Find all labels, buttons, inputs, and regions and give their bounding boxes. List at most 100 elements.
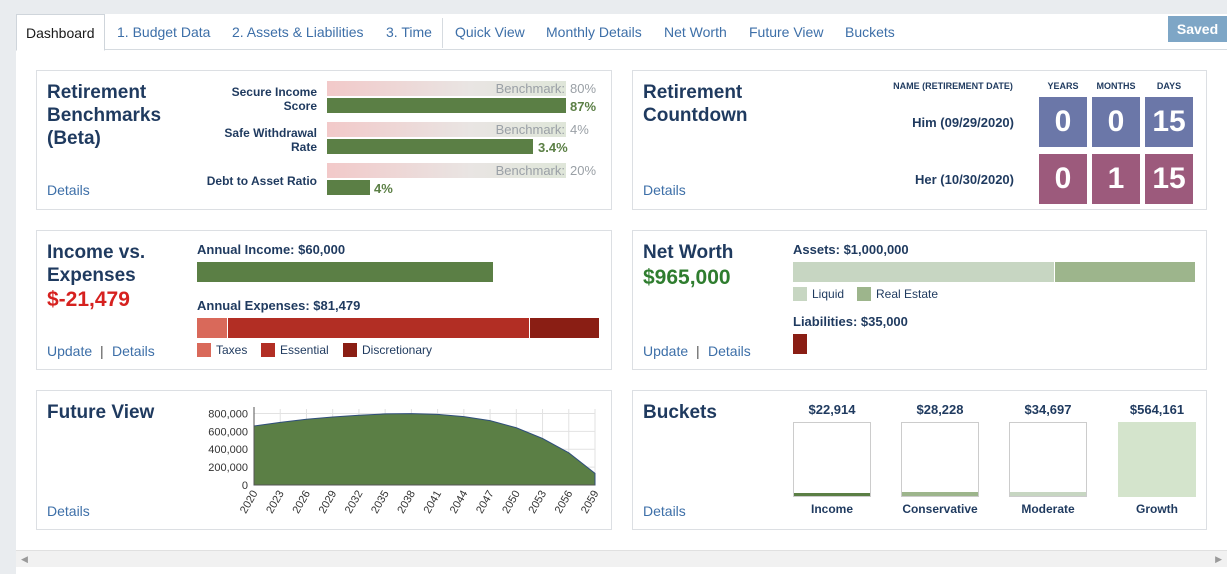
income-bucket[interactable]: [793, 422, 871, 497]
benchmark-label: Benchmark:: [495, 163, 565, 178]
benchmarks-title-line: (Beta): [47, 128, 101, 149]
liquid-legend: Liquid: [812, 287, 845, 301]
x-tick-label: 2029: [317, 489, 340, 516]
future-view-details-link[interactable]: Details: [47, 503, 90, 519]
tab-buckets[interactable]: Buckets: [845, 24, 895, 40]
growth-bucket-amount: $564,161: [1129, 402, 1185, 417]
bucket-fill: [794, 493, 870, 496]
income-bucket-label: Income: [810, 502, 853, 516]
income-update-link[interactable]: Update: [47, 343, 93, 359]
benchmarks-details-link[interactable]: Details: [47, 182, 90, 198]
benchmarks-card: Retirement Benchmarks (Beta) Details Sec…: [36, 70, 612, 210]
benchmark-value: 80%: [570, 81, 597, 96]
income-title-line: Expenses: [47, 265, 136, 286]
tab-net-worth[interactable]: Net Worth: [664, 24, 727, 40]
conservative-bucket[interactable]: [901, 422, 979, 497]
net-worth-value: $965,000: [643, 266, 731, 289]
series-area: [253, 413, 596, 486]
link-separator: |: [696, 343, 700, 359]
tab-dashboard[interactable]: Dashboard: [16, 14, 105, 51]
countdown-years-header: YEARS: [1047, 81, 1079, 91]
net-worth-card: Net Worth $965,000 Update | Details Asse…: [632, 230, 1207, 370]
future-view-title: Future View: [47, 402, 155, 423]
tab-time[interactable]: 3. Time: [386, 24, 432, 40]
tab-monthly-details[interactable]: Monthly Details: [546, 24, 642, 40]
debt-to-asset-label: Debt to Asset Ratio: [187, 174, 317, 188]
buckets-details-link[interactable]: Details: [643, 503, 686, 519]
scroll-right-icon[interactable]: ▶: [1215, 554, 1222, 564]
income-expenses-title: Income vs. Expenses: [47, 241, 145, 287]
conservative-bucket-label: Conservative: [902, 502, 978, 516]
annual-income-label: Annual Income: $60,000: [197, 242, 346, 257]
countdown-her-name: Her (10/30/2020): [914, 172, 1014, 187]
safe-withdrawal-label: Safe Withdrawal Rate: [187, 126, 317, 154]
safe-withdrawal-benchmark-bar: [327, 122, 566, 137]
label-line: Score: [283, 99, 317, 113]
asset-segment-liquid: [793, 262, 1055, 282]
safe-withdrawal-value: 3.4%: [538, 140, 568, 155]
expense-segment-essential: [227, 318, 529, 338]
saved-button[interactable]: Saved: [1168, 16, 1227, 42]
tab-quick-view[interactable]: Quick View: [455, 24, 525, 40]
debt-to-asset-value: 4%: [374, 181, 393, 196]
label-line: Safe Withdrawal: [224, 126, 317, 140]
her-years-box: 0: [1039, 154, 1087, 204]
buckets-title: Buckets: [643, 402, 717, 423]
x-tick-label: 2035: [369, 489, 392, 516]
essential-swatch: [261, 343, 275, 357]
income-title-line: Income vs.: [47, 242, 146, 263]
x-tick-label: 2032: [343, 489, 366, 516]
real-estate-legend: Real Estate: [876, 287, 939, 301]
moderate-bucket-amount: $34,697: [1024, 402, 1072, 417]
horizontal-scrollbar[interactable]: ◀ ▶: [16, 550, 1227, 567]
tab-budget-data[interactable]: 1. Budget Data: [117, 24, 211, 40]
y-tick-label: 600,000: [208, 426, 248, 438]
annual-expenses-bar: [197, 318, 599, 338]
expense-segment-taxes: [197, 318, 228, 338]
bucket-fill: [902, 492, 978, 496]
growth-bucket[interactable]: [1118, 422, 1196, 497]
liabilities-label: Liabilities: $35,000: [793, 314, 908, 329]
countdown-card: Retirement Countdown Details NAME (RETIR…: [632, 70, 1207, 210]
annual-expenses-label: Annual Expenses: $81,479: [197, 298, 361, 313]
y-tick-label: 200,000: [208, 462, 248, 474]
y-tick-label: 400,000: [208, 444, 248, 456]
tab-future-view[interactable]: Future View: [749, 24, 824, 40]
benchmark-value: 20%: [570, 163, 597, 178]
x-tick-label: 2026: [290, 489, 313, 516]
label-line: Secure Income: [231, 85, 317, 99]
debt-to-asset-benchmark-bar: [327, 163, 566, 178]
tab-divider: [442, 18, 443, 48]
secure-income-benchmark-bar: [327, 81, 566, 96]
income-details-link[interactable]: Details: [112, 343, 155, 359]
benchmark-value: 4%: [570, 122, 589, 137]
countdown-title-line: Countdown: [643, 105, 748, 126]
liabilities-bar: [793, 334, 807, 354]
x-tick-label: 2038: [395, 489, 418, 516]
annual-income-bar: [197, 262, 493, 282]
net-worth-update-link[interactable]: Update: [643, 343, 689, 359]
x-tick-label: 2041: [422, 489, 445, 516]
essential-legend: Essential: [280, 343, 329, 357]
secure-income-value-bar: [327, 98, 566, 113]
secure-income-label: Secure Income Score: [187, 85, 317, 113]
net-worth-details-link[interactable]: Details: [708, 343, 751, 359]
x-tick-label: 2056: [553, 489, 576, 516]
y-tick-label: 0: [242, 480, 248, 492]
liquid-swatch: [793, 287, 807, 301]
countdown-days-header: DAYS: [1156, 81, 1182, 91]
label-line: Debt to Asset Ratio: [206, 174, 317, 188]
safe-withdrawal-value-bar: [327, 139, 533, 154]
discretionary-legend: Discretionary: [362, 343, 433, 357]
tab-assets-liabilities[interactable]: 2. Assets & Liabilities: [232, 24, 364, 40]
moderate-bucket[interactable]: [1009, 422, 1087, 497]
income-bucket-amount: $22,914: [808, 402, 856, 417]
future-view-card: Future View Details 800,000 600,000 400,00…: [36, 390, 612, 530]
y-tick-label: 800,000: [208, 408, 248, 420]
scroll-left-icon[interactable]: ◀: [21, 554, 28, 564]
him-years-box: 0: [1039, 97, 1087, 147]
him-months-box: 0: [1092, 97, 1140, 147]
bucket-fill: [1010, 492, 1086, 496]
countdown-details-link[interactable]: Details: [643, 182, 686, 198]
